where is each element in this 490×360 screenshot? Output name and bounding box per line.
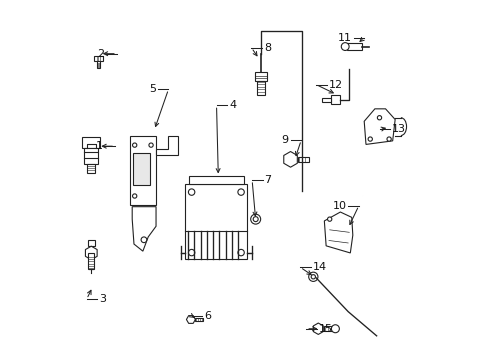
Bar [87,164,96,173]
Polygon shape [85,246,97,260]
Text: 9: 9 [282,135,289,145]
Bar [84,148,98,164]
Circle shape [331,325,340,333]
Polygon shape [132,207,156,251]
Circle shape [342,42,349,50]
Circle shape [141,237,147,243]
Bar [88,240,95,246]
Polygon shape [314,323,323,334]
Circle shape [189,189,195,195]
Circle shape [133,194,137,198]
Bar [196,318,203,321]
Text: 14: 14 [313,262,327,272]
Text: 6: 6 [204,311,211,321]
Circle shape [238,189,245,195]
Bar [331,95,340,104]
Bar [133,153,150,185]
Text: 3: 3 [99,294,106,304]
Bar [189,176,244,184]
Text: 11: 11 [338,33,352,43]
Text: 5: 5 [149,84,156,94]
Circle shape [368,137,372,141]
Polygon shape [284,152,297,167]
Bar [88,253,95,269]
Circle shape [238,249,245,256]
Text: 1: 1 [96,141,103,151]
Polygon shape [156,135,178,155]
Bar [82,137,100,148]
Bar [324,327,334,331]
Circle shape [149,143,153,147]
Bar [257,81,265,95]
Text: 8: 8 [264,42,271,53]
Polygon shape [364,109,395,144]
Text: 2: 2 [98,49,104,59]
Circle shape [387,137,391,141]
Text: 15: 15 [318,324,333,334]
Text: 13: 13 [392,125,406,135]
Bar [347,42,363,50]
Polygon shape [130,135,156,205]
Bar [298,157,309,162]
Bar [255,72,267,81]
Circle shape [311,275,316,279]
Circle shape [309,272,318,282]
Circle shape [377,116,382,120]
Bar [185,184,247,259]
Text: 12: 12 [329,80,343,90]
Polygon shape [186,316,196,323]
Text: 10: 10 [332,201,346,211]
Polygon shape [324,212,353,253]
Text: 4: 4 [229,100,236,110]
Circle shape [327,217,332,221]
Bar [322,98,331,102]
Circle shape [133,143,137,147]
Bar [94,55,103,60]
Circle shape [189,249,195,256]
Circle shape [251,214,261,224]
Circle shape [253,217,258,222]
Text: 7: 7 [265,175,271,185]
Bar [97,60,100,68]
